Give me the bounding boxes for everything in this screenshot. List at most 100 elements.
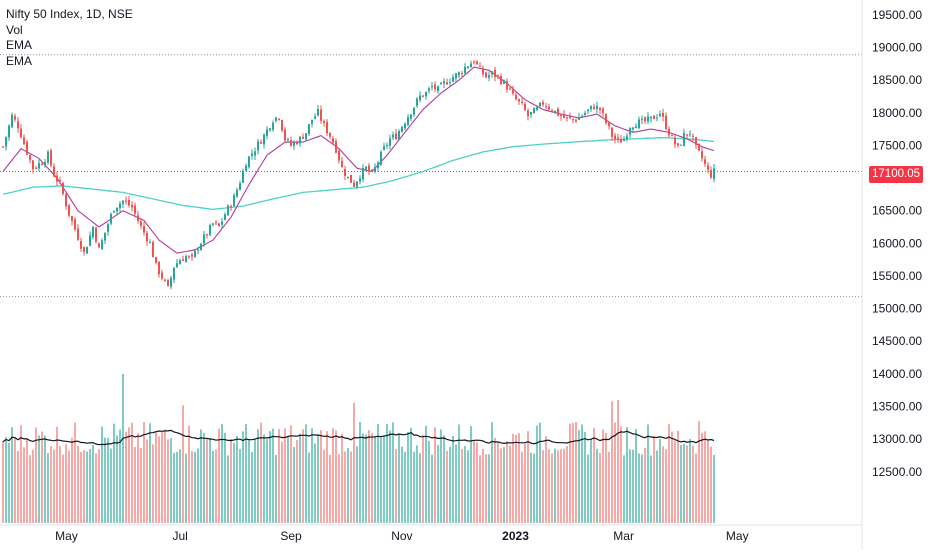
volume-bar	[590, 439, 592, 523]
candle-body	[686, 134, 688, 136]
y-tick-label: 15500.00	[872, 269, 922, 283]
legend-ema-long: EMA	[6, 53, 33, 68]
volume-bar	[326, 431, 328, 523]
volume-bar	[416, 445, 418, 523]
legend-title: Nifty 50 Index, 1D, NSE	[6, 7, 133, 21]
x-tick-label: Mar	[613, 529, 634, 543]
candle-body	[35, 167, 37, 169]
candle-body	[497, 75, 499, 77]
volume-bar	[74, 422, 76, 523]
candle-body	[137, 215, 139, 221]
candle-body	[701, 151, 703, 159]
legend-vol: Vol	[6, 22, 23, 37]
volume-bar	[80, 451, 82, 523]
x-tick-label: Nov	[391, 529, 412, 543]
y-tick-label: 14500.00	[872, 334, 922, 348]
candle-body	[566, 117, 568, 119]
volume-bar	[578, 430, 580, 523]
candle-body	[410, 114, 412, 119]
volume-bar	[704, 431, 706, 523]
volume-bar	[401, 446, 403, 523]
volume-bar	[293, 447, 295, 523]
volume-bar	[257, 429, 259, 523]
volume-bar	[407, 431, 409, 523]
candle-body	[44, 161, 46, 165]
candle-body	[86, 247, 88, 254]
candle-body	[626, 136, 628, 139]
candle-body	[560, 114, 562, 117]
candle-body	[59, 180, 61, 182]
candle-body	[20, 128, 22, 138]
candle-body	[194, 250, 196, 257]
volume-bar	[68, 450, 70, 523]
candle-body	[176, 263, 178, 268]
candle-body	[161, 272, 163, 279]
volume-bar	[527, 431, 529, 523]
candle-body	[479, 65, 481, 67]
volume-bar	[572, 422, 574, 523]
volume-bar	[383, 436, 385, 523]
volume-bar	[422, 434, 424, 523]
volume-bar	[545, 436, 547, 523]
volume-bar	[494, 437, 496, 523]
volume-bar	[134, 447, 136, 523]
candle-body	[275, 117, 277, 122]
candle-body	[167, 279, 169, 286]
candle-body	[305, 133, 307, 140]
candle-body	[527, 110, 529, 117]
volume-bar	[254, 439, 256, 523]
candle-body	[647, 116, 649, 122]
candle-body	[32, 160, 34, 170]
volume-bar	[506, 441, 508, 523]
candle-body	[401, 126, 403, 132]
candle-body	[491, 71, 493, 75]
volume-bar	[659, 438, 661, 523]
volume-bar	[332, 428, 334, 523]
candle-body	[143, 226, 145, 233]
volume-bar	[53, 449, 55, 523]
volume-bar	[227, 455, 229, 523]
volume-bar	[173, 452, 175, 523]
volume-bar	[467, 450, 469, 523]
volume-bar	[563, 448, 565, 523]
candle-body	[245, 165, 247, 171]
candle-body	[593, 106, 595, 110]
candle-body	[548, 106, 550, 110]
candle-body	[179, 260, 181, 265]
candle-body	[26, 141, 28, 155]
y-tick-label: 16500.00	[872, 204, 922, 218]
volume-bar	[566, 446, 568, 523]
volume-bar	[677, 430, 679, 523]
volume-bar	[335, 430, 337, 523]
volume-bar	[143, 422, 145, 523]
candle-body	[368, 165, 370, 172]
volume-bar	[392, 422, 394, 523]
volume-bar	[548, 449, 550, 523]
candle-body	[683, 133, 685, 146]
volume-bar	[674, 440, 676, 523]
candle-body	[11, 114, 13, 128]
volume-ma-line	[2, 429, 715, 446]
candle-body	[155, 257, 157, 263]
candle-body	[119, 203, 121, 209]
candle-body	[296, 142, 298, 145]
candle-body	[689, 134, 691, 136]
volume-bars	[2, 373, 715, 523]
candle-body	[545, 106, 547, 108]
volume-bar	[470, 426, 472, 523]
volume-bar	[272, 428, 274, 523]
volume-bar	[365, 434, 367, 523]
candle-body	[707, 165, 709, 170]
candle-body	[455, 73, 457, 79]
volume-bar	[284, 428, 286, 523]
candle-body	[68, 204, 70, 216]
candle-body	[377, 162, 379, 168]
volume-bar	[638, 453, 640, 523]
volume-bar	[368, 430, 370, 523]
candle-body	[71, 216, 73, 221]
volume-bar	[428, 441, 430, 523]
y-tick-label: 18500.00	[872, 73, 922, 87]
candle-body	[704, 159, 706, 164]
